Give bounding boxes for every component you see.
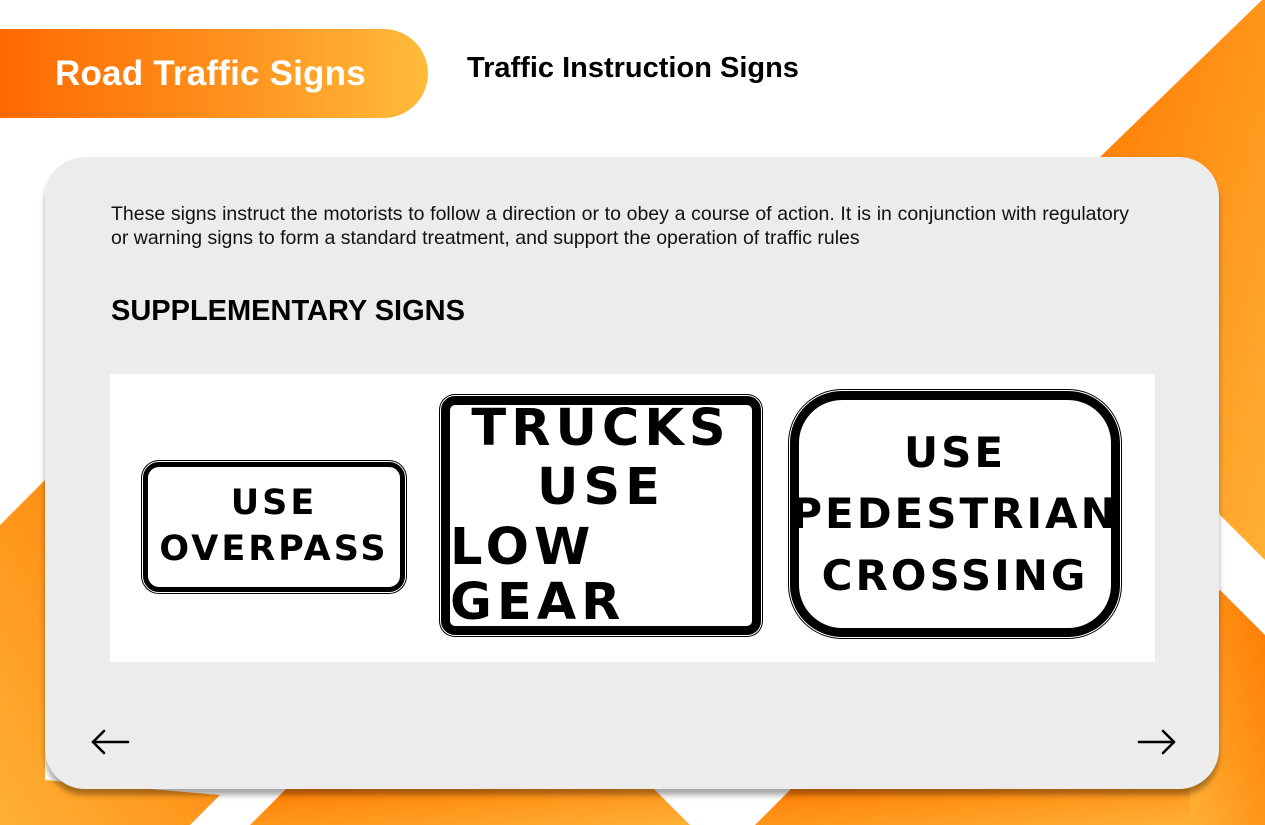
sign-use-overpass: USE OVERPASS (143, 462, 405, 592)
arrow-left-icon (91, 729, 130, 755)
sign-line: USE (230, 483, 318, 524)
description-text: These signs instruct the motorists to fo… (111, 203, 1129, 249)
next-button[interactable] (1132, 722, 1182, 762)
app-title: Road Traffic Signs (55, 53, 366, 93)
sign-line: USE (537, 458, 665, 518)
sign-use-pedestrian-crossing: USE PEDESTRIAN CROSSING (790, 391, 1120, 637)
sign-trucks-use-low-gear: TRUCKS USE LOW GEAR (441, 396, 761, 635)
sign-line: PEDESTRIAN (791, 489, 1119, 539)
sign-line: USE (903, 427, 1007, 477)
sign-line: CROSSING (821, 550, 1089, 600)
prev-button[interactable] (85, 722, 135, 762)
sign-line: TRUCKS (471, 399, 731, 459)
sign-line: LOW GEAR (450, 517, 626, 632)
sign-line: OVERPASS (159, 529, 389, 569)
page-subtitle: Traffic Instruction Signs (467, 52, 799, 84)
arrow-right-icon (1137, 729, 1176, 755)
signs-panel: USE OVERPASS TRUCKS USE LOW GEAR USE PED… (110, 374, 1155, 662)
section-heading: SUPPLEMENTARY SIGNS (111, 295, 465, 327)
content-card: These signs instruct the motorists to fo… (45, 157, 1219, 789)
header-title-pill: Road Traffic Signs (0, 29, 428, 118)
